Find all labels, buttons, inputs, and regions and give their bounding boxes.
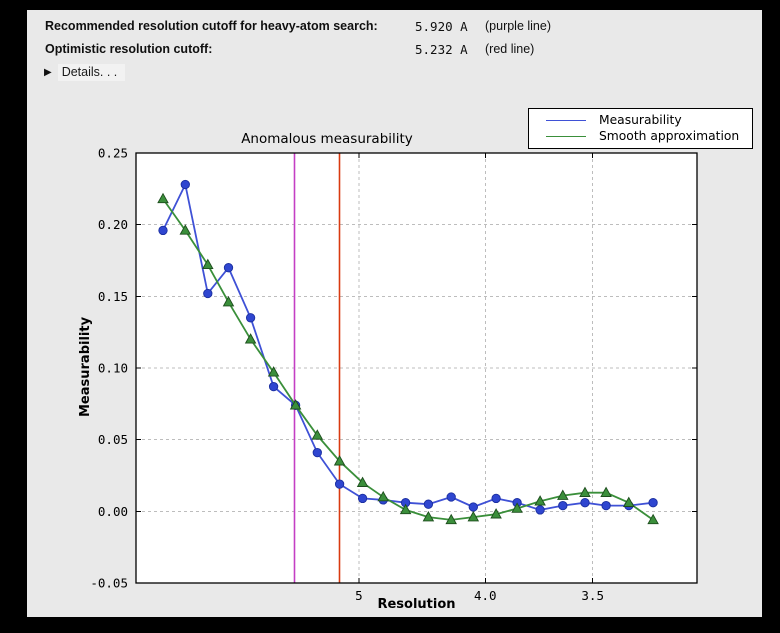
- results-panel: Recommended resolution cutoff for heavy-…: [27, 10, 762, 617]
- circle-marker: [203, 288, 213, 299]
- circle-marker: [312, 447, 322, 458]
- circle-marker: [180, 179, 190, 190]
- recommended-cutoff-note: (purple line): [485, 19, 552, 33]
- circle-marker: [223, 263, 234, 273]
- disclosure-triangle-icon: ▶: [44, 67, 52, 78]
- triangle-marker: [647, 513, 659, 525]
- circle-marker: [245, 313, 256, 323]
- legend-line-sample: [546, 119, 586, 121]
- triangle-marker: [557, 489, 569, 500]
- y-tick-label: -0.05: [90, 576, 128, 591]
- triangle-marker: [157, 192, 169, 204]
- triangle-marker: [467, 510, 480, 522]
- triangle-marker: [422, 510, 435, 522]
- plot-border: [135, 152, 698, 584]
- measurability-plot-canvas: 5 4.0 3.5 0.25 0.20 0.15 0.10 0.05 0.00 -0.05: [90, 146, 698, 603]
- triangle-marker: [445, 513, 457, 525]
- plot-background: [136, 153, 697, 583]
- legend-label: Smooth approximation: [599, 129, 740, 143]
- circle-marker: [423, 499, 434, 509]
- y-tick-label: 0.20: [98, 217, 128, 232]
- recommended-cutoff-label: Recommended resolution cutoff for heavy-…: [45, 19, 378, 33]
- legend-line-sample: [546, 135, 586, 137]
- triangle-marker: [579, 486, 591, 497]
- triangle-marker: [202, 258, 214, 270]
- circle-marker: [580, 498, 590, 508]
- legend-item: Smooth approximation: [529, 128, 752, 144]
- triangle-marker: [490, 508, 502, 519]
- chart-title: Anomalous measurability: [241, 131, 413, 147]
- optimistic-cutoff-note: (red line): [485, 42, 535, 56]
- circle-marker: [334, 479, 345, 489]
- triangle-marker: [377, 490, 389, 502]
- triangle-marker: [311, 429, 324, 440]
- optimistic-cutoff-value: 5.232 A: [415, 42, 468, 57]
- circle-marker: [535, 505, 545, 515]
- triangle-marker: [244, 333, 257, 344]
- y-tick-label: 0.05: [98, 432, 128, 447]
- triangle-marker: [511, 502, 523, 513]
- circle-marker: [446, 492, 456, 502]
- triangle-marker: [623, 496, 635, 507]
- y-tick-label: 0.25: [98, 146, 128, 161]
- triangle-marker: [399, 503, 412, 515]
- legend-label: Measurability: [599, 113, 682, 127]
- x-tick-label: 5: [355, 588, 363, 603]
- circle-marker: [268, 381, 279, 392]
- circle-marker: [601, 500, 611, 511]
- x-tick-label: 4.0: [474, 588, 497, 603]
- circle-marker: [491, 493, 501, 504]
- details-label: Details. . .: [57, 64, 126, 81]
- x-axis-label: Resolution: [377, 597, 456, 612]
- triangle-marker: [289, 399, 302, 410]
- triangle-marker: [267, 366, 280, 377]
- legend-item: Measurability: [529, 112, 752, 128]
- circle-marker: [468, 502, 478, 512]
- recommended-cutoff-row: Recommended resolution cutoff for heavy-…: [27, 19, 762, 35]
- triangle-marker: [222, 295, 235, 307]
- circle-marker: [558, 500, 568, 511]
- triangle-marker: [179, 224, 192, 235]
- y-tick-label: 0.15: [98, 289, 128, 304]
- circle-marker: [357, 493, 368, 504]
- triangle-marker: [356, 476, 369, 487]
- triangle-marker: [333, 455, 346, 466]
- details-toggle[interactable]: ▶ Details. . .: [44, 64, 126, 81]
- y-tick-label: 0.00: [98, 504, 128, 519]
- circle-marker: [158, 225, 168, 236]
- triangle-marker: [534, 495, 546, 506]
- triangle-marker: [600, 486, 612, 497]
- recommended-cutoff-value: 5.920 A: [415, 19, 468, 34]
- optimistic-cutoff-row: Optimistic resolution cutoff: 5.232 A (r…: [27, 42, 762, 58]
- optimistic-cutoff-label: Optimistic resolution cutoff:: [45, 42, 213, 56]
- circle-marker: [648, 498, 658, 508]
- y-tick-label: 0.10: [98, 361, 128, 376]
- x-tick-label: 3.5: [581, 588, 604, 603]
- chart-legend: Measurability Smooth approximation: [528, 108, 753, 149]
